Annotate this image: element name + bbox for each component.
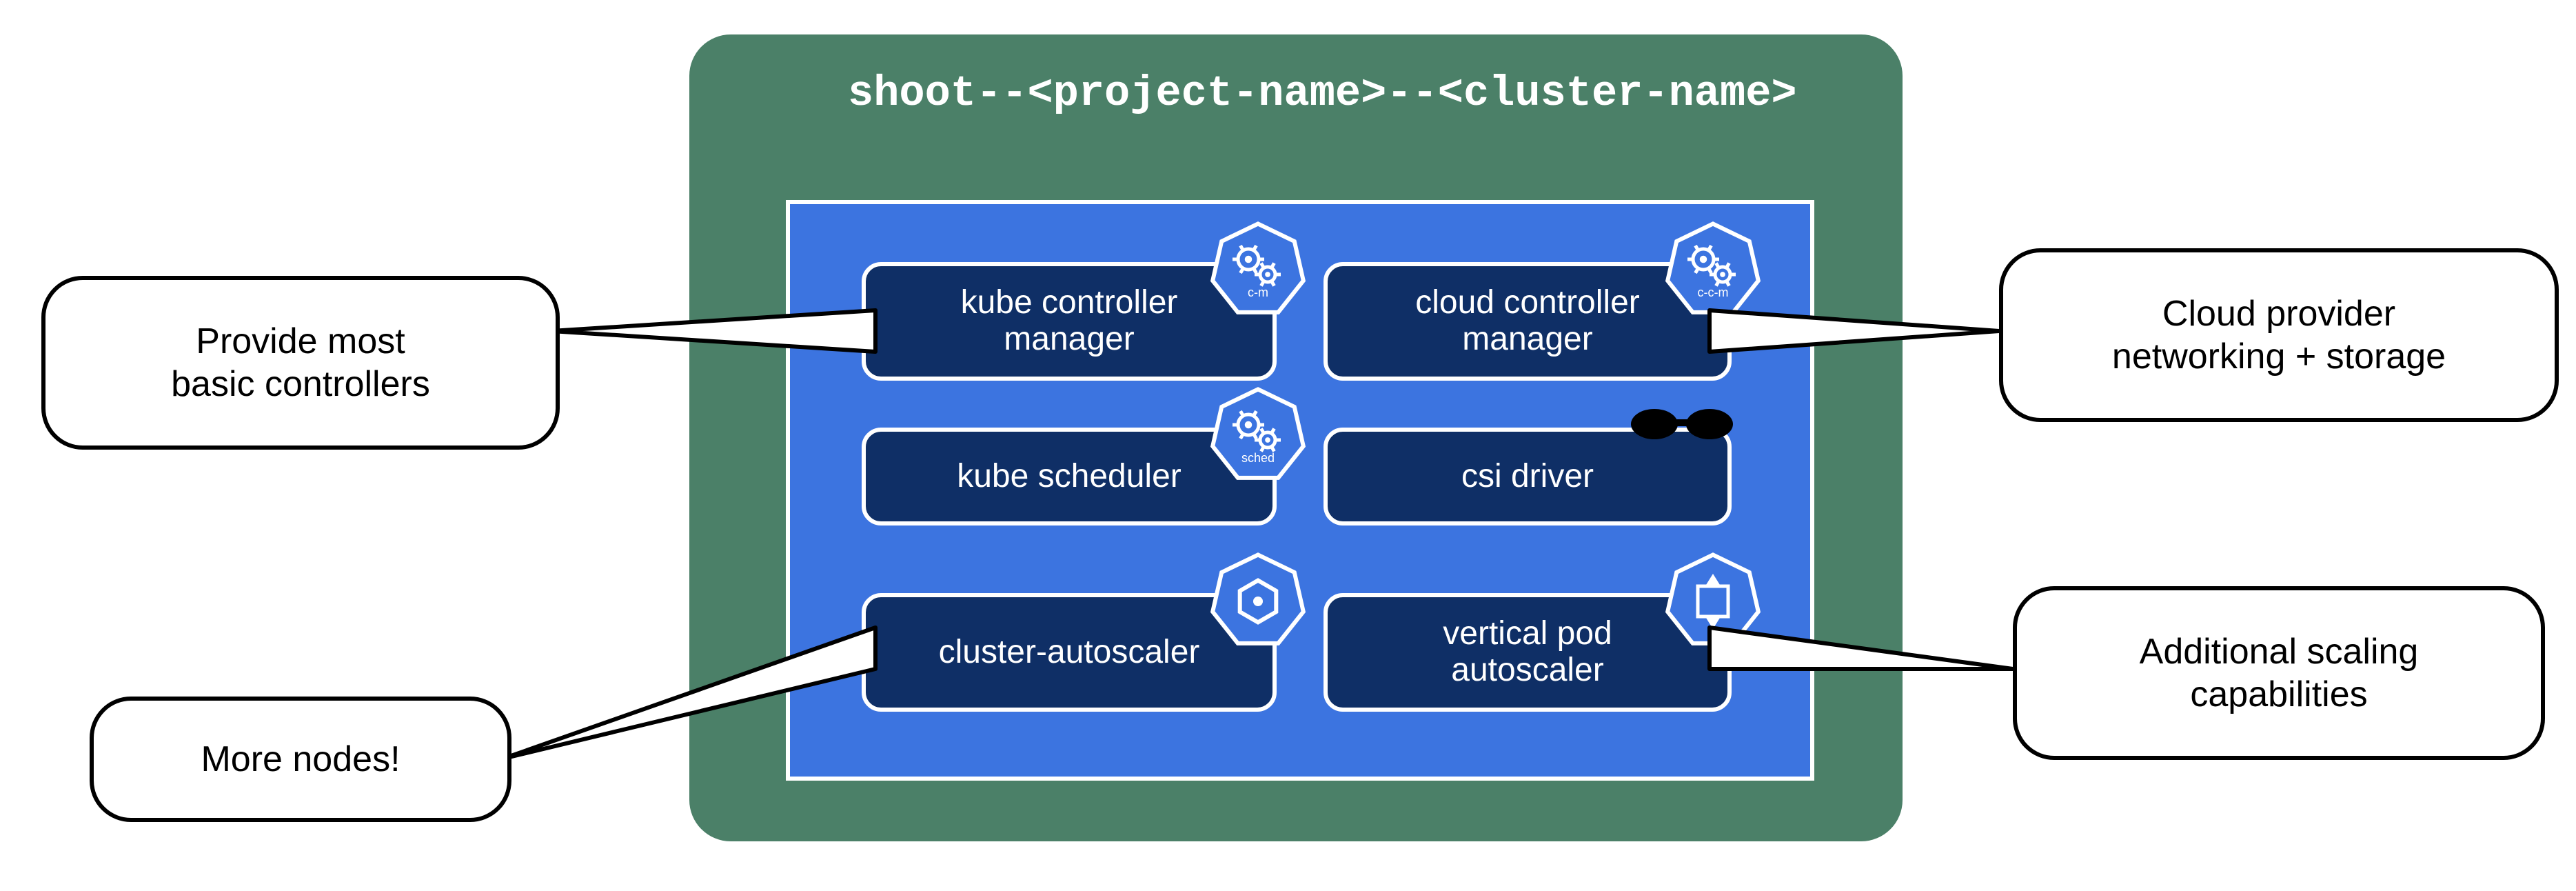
callout-label: Cloud providernetworking + storage — [2112, 292, 2446, 379]
callout-label: Provide mostbasic controllers — [171, 320, 430, 406]
callout-label: Additional scalingcapabilities — [2140, 630, 2419, 717]
callout-c2: More nodes! — [90, 697, 511, 822]
callout-c3: Cloud providernetworking + storage — [1999, 248, 2559, 422]
callout-c1: Provide mostbasic controllers — [41, 276, 560, 450]
callout-c4: Additional scalingcapabilities — [2013, 586, 2545, 760]
callout-label: More nodes! — [201, 738, 400, 781]
